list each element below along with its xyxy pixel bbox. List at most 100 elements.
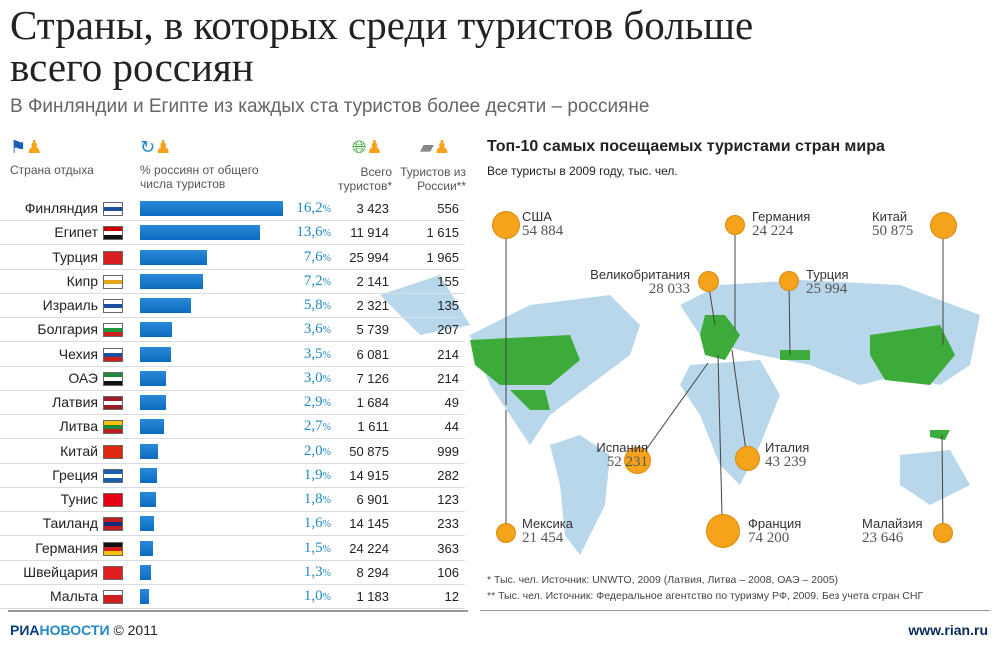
country-name: Финляндия xyxy=(24,200,98,216)
bar xyxy=(140,492,156,507)
russia-value: 1 615 xyxy=(426,225,459,241)
mexico-shape xyxy=(510,390,550,410)
percent-value: 1,0 xyxy=(303,588,323,604)
italy-dot xyxy=(735,446,760,471)
flag-icon xyxy=(103,468,123,483)
country-name: Малайзия xyxy=(862,516,923,531)
bar xyxy=(140,395,166,410)
percent-sign: % xyxy=(322,470,331,482)
table-row: Германия 1,5% 24 224 363 xyxy=(0,537,465,561)
bar xyxy=(140,516,155,532)
flag-person-icon: ⚑♟ xyxy=(10,137,43,158)
percent-label: 13,6% xyxy=(296,224,331,241)
percent-sign: % xyxy=(322,373,331,385)
site-url[interactable]: www.rian.ru xyxy=(908,622,988,638)
percent-label: 1,0% xyxy=(304,588,331,605)
percent-sign: % xyxy=(322,325,331,337)
flag-icon xyxy=(103,250,123,265)
country-name: Великобритания xyxy=(590,267,690,282)
header-country: Страна отдыха xyxy=(10,163,94,177)
callout-germany: Германия 24 224 xyxy=(752,209,810,239)
percent-label: 1,8% xyxy=(304,491,331,508)
percent-value: 1,6 xyxy=(303,515,323,532)
flag-icon xyxy=(103,565,123,580)
percent-value: 3,0 xyxy=(303,369,323,386)
table-row: Швейцария 1,3% 8 294 106 xyxy=(0,561,465,585)
percent-label: 1,5% xyxy=(304,540,331,557)
percent-value: 7,2 xyxy=(303,272,323,289)
germany-dot xyxy=(725,215,745,235)
russia-value: 1 965 xyxy=(426,249,459,265)
china-dot xyxy=(930,212,957,239)
bar xyxy=(140,564,152,580)
total-value: 6 081 xyxy=(356,346,389,362)
footnote-2: ** Тыс. чел. Источник: Федеральное агент… xyxy=(487,590,924,602)
turkey-dot xyxy=(779,271,799,291)
total-value: 11 914 xyxy=(350,225,389,241)
percent-sign: % xyxy=(322,349,331,361)
percent-value: 1,8 xyxy=(303,491,323,507)
percent-sign: % xyxy=(322,301,331,312)
uk-dot xyxy=(698,271,719,292)
percent-sign: % xyxy=(322,543,331,555)
country-name: Латвия xyxy=(52,394,98,410)
country-name: Чехия xyxy=(58,345,98,362)
bar xyxy=(140,540,154,556)
percent-value: 13,6 xyxy=(296,224,323,241)
russia-value: 999 xyxy=(437,443,459,459)
table-row: Мальта 1,0% 1 183 12 xyxy=(0,585,465,609)
country-name: Германия xyxy=(752,209,811,224)
percent-label: 1,9% xyxy=(304,467,331,484)
country-value: 24 224 xyxy=(752,223,794,239)
percent-label: 5,8% xyxy=(304,297,331,314)
percent-sign: % xyxy=(322,398,331,409)
map-subtitle: Все туристы в 2009 году, тыс. чел. xyxy=(487,164,678,178)
percent-label: 2,0% xyxy=(304,443,331,460)
table-row: Тунис 1,8% 6 901 123 xyxy=(0,488,465,512)
russia-value: 12 xyxy=(444,589,459,604)
percent-value: 1,5 xyxy=(303,539,323,556)
footnote-1: * Тыс. чел. Источник: UNWTO, 2009 (Латви… xyxy=(487,574,839,586)
country-name: Турция xyxy=(52,248,98,265)
callout-lines xyxy=(505,225,944,534)
percent-value: 1,9 xyxy=(303,466,323,483)
table-row: Турция 7,6% 25 994 1 965 xyxy=(0,246,465,270)
header-russia: Туристов из России** xyxy=(400,165,466,193)
flag-icon xyxy=(103,517,123,532)
logo-part: НОВОСТИ xyxy=(39,622,110,638)
table-row: Латвия 2,9% 1 684 49 xyxy=(0,391,465,415)
callout-spain: Испания 52 231 xyxy=(580,440,648,470)
percent-value: 1,3 xyxy=(303,563,323,580)
percent-value: 16,2 xyxy=(296,200,323,216)
percent-sign: % xyxy=(322,252,331,264)
percent-label: 3,6% xyxy=(304,321,331,338)
country-name: Таиланд xyxy=(42,515,98,532)
russia-value: 44 xyxy=(444,419,459,435)
bar xyxy=(140,419,164,435)
country-name: Тунис xyxy=(60,491,98,507)
total-value: 50 875 xyxy=(349,443,389,459)
russia-value: 282 xyxy=(437,467,459,483)
russia-value: 123 xyxy=(437,492,459,507)
percent-value: 7,6 xyxy=(303,248,323,265)
percent-sign: % xyxy=(322,422,331,434)
russia-value: 214 xyxy=(437,346,459,362)
flag-icon xyxy=(103,420,123,435)
cycle-person-icon: ↻♟ xyxy=(140,137,172,158)
globe-person-icon: 🌐︎♟ xyxy=(352,137,383,158)
country-name: Германия xyxy=(35,539,98,556)
bar xyxy=(140,273,204,289)
bar xyxy=(140,589,149,604)
header-percent: % россиян от общего числа туристов xyxy=(140,163,259,191)
table-row: Египет 13,6% 11 914 1 615 xyxy=(0,221,465,246)
flag-icon xyxy=(103,371,123,386)
france-dot xyxy=(706,514,740,548)
table-row: Чехия 3,5% 6 081 214 xyxy=(0,343,465,367)
spain-dot xyxy=(624,447,651,474)
country-value: 23 646 xyxy=(862,530,904,546)
country-name: Испания xyxy=(596,440,648,455)
percent-sign: % xyxy=(322,567,331,579)
country-value: 21 454 xyxy=(522,530,564,546)
continents xyxy=(380,275,980,555)
callout-malaysia: Малайзия 23 646 xyxy=(862,516,923,546)
